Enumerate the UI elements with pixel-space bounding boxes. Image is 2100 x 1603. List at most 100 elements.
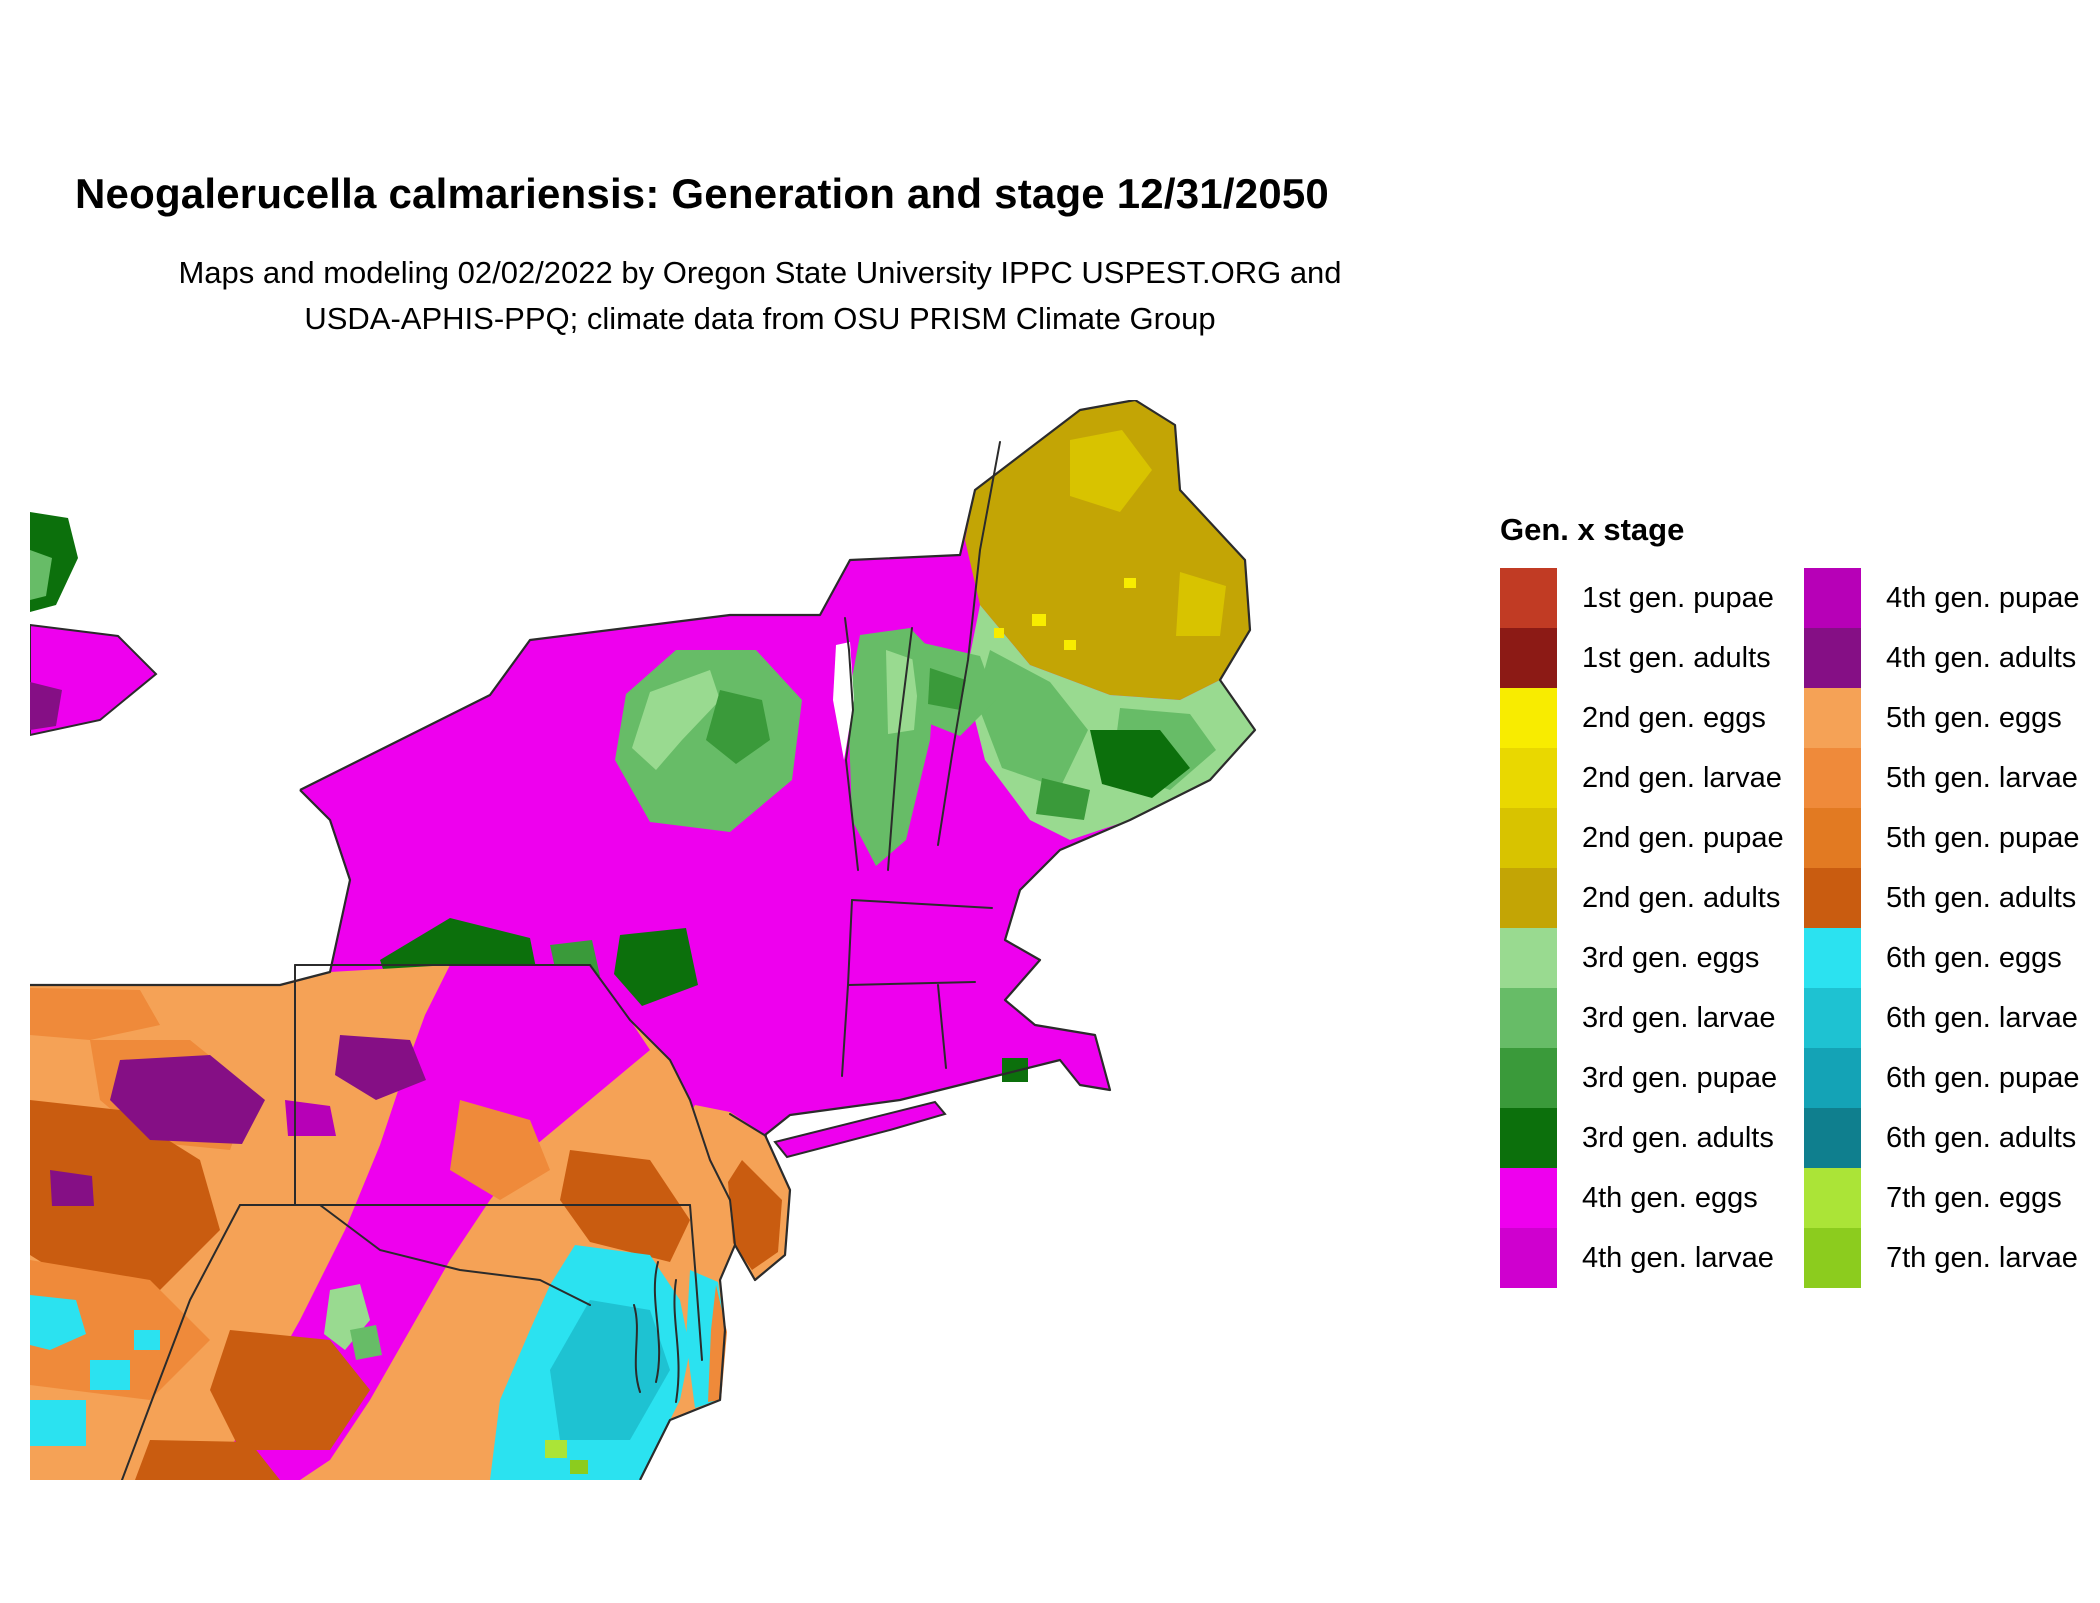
map-region-cyan-speck-1 [30,1295,86,1350]
legend-entry: 3rd gen. pupae [1500,1048,1796,1108]
map-region-purple-ohio [110,1055,265,1144]
legend-entry: 2nd gen. adults [1500,868,1796,928]
map-region-yellow-speck-4 [1124,578,1136,588]
legend-label: 6th gen. eggs [1886,941,2062,974]
map-region-maine-medgreen-1 [976,650,1088,788]
legend-swatch [1804,568,1861,628]
map-region-cyan-speck-4 [134,1330,160,1350]
legend-entry: 7th gen. eggs [1804,1168,2100,1228]
legend: Gen. x stage 1st gen. pupae 1st gen. adul… [1500,512,2100,1288]
legend-entry: 1st gen. pupae [1500,568,1796,628]
border-nh-me [937,441,1001,846]
legend-label: 3rd gen. larvae [1582,1001,1776,1034]
legend-entry: 5th gen. eggs [1804,688,2100,748]
map-region-yellow-speck-3 [994,628,1004,638]
legend-label: 3rd gen. pupae [1582,1061,1778,1094]
map-region-purple-nwpa [335,1035,426,1100]
coastline-outline [30,400,1257,1480]
legend-swatch [1500,928,1557,988]
legend-swatch [1804,868,1861,928]
legend-swatch [1804,1168,1861,1228]
legend-label: 4th gen. eggs [1582,1181,1758,1214]
map-region-maine-olive-light-1 [1070,430,1152,512]
legend-swatch [1804,808,1861,868]
page-title: Neogalerucella calmariensis: Generation … [75,170,1329,217]
map-region-7th-eggs-speck [545,1440,567,1458]
map-region-cyan-speck-2 [90,1360,130,1390]
border-wv-va [121,1204,241,1480]
legend-swatch [1500,1048,1557,1108]
map-region-maine-darkgreen [1090,730,1190,798]
lake-champlain [833,642,854,760]
legend-title: Gen. x stage [1500,512,1685,547]
map-region-ohio-darkorange [30,1100,220,1290]
border-ma-south [847,981,976,986]
map-region-va-green-speck-2 [350,1325,382,1360]
legend-entry: 2nd gen. pupae [1500,808,1796,868]
legend-label: 3rd gen. eggs [1582,941,1760,974]
legend-swatch [1500,988,1557,1048]
legend-entry: 2nd gen. eggs [1500,688,1796,748]
legend-label: 6th gen. pupae [1886,1061,2080,1094]
map-region-sw-darkorange [210,1330,370,1450]
legend-entry: 6th gen. adults [1804,1108,2100,1168]
legend-swatch [1500,1228,1557,1288]
chesapeake-bay-line-3 [633,1304,641,1393]
phenology-map [30,400,1290,1480]
legend-label: 1st gen. adults [1582,641,1771,674]
legend-entry: 7th gen. larvae [1804,1228,2100,1288]
map-subtitle: Maps and modeling 02/02/2022 by Oregon S… [55,250,1465,342]
legend-swatch [1500,808,1557,868]
border-ct-ri [937,984,947,1069]
legend-entry: 3rd gen. larvae [1500,988,1796,1048]
border-potomac [319,1204,591,1306]
legend-label: 2nd gen. larvae [1582,761,1782,794]
legend-label: 6th gen. larvae [1886,1001,2078,1034]
border-ny-ma [847,899,853,986]
map-region-maine-green [1036,778,1090,820]
border-de-md [689,1204,703,1361]
legend-swatch [1500,1168,1557,1228]
legend-label: 2nd gen. adults [1582,881,1781,914]
legend-swatch [1500,628,1557,688]
legend-entry: 4th gen. eggs [1500,1168,1796,1228]
legend-entry: 6th gen. larvae [1804,988,2100,1048]
map-region-nj-darkorange [728,1160,782,1270]
legend-label: 5th gen. larvae [1886,761,2078,794]
legend-swatch [1804,748,1861,808]
legend-entry: 4th gen. larvae [1500,1228,1796,1288]
border-ny-nj [729,1113,767,1137]
map-region-nh-whites-core [928,668,966,710]
legend-label: 5th gen. eggs [1886,701,2062,734]
legend-entry: 5th gen. adults [1804,868,2100,928]
map-region-maine-olive-light-2 [1176,572,1226,636]
legend-label: 3rd gen. adults [1582,1121,1774,1154]
map-region-cyan-speck-3 [30,1400,86,1446]
legend-entry: 4th gen. pupae [1804,568,2100,628]
chesapeake-bay-line-2 [673,1279,680,1403]
legend-label: 1st gen. pupae [1582,581,1774,614]
legend-swatch [1804,988,1861,1048]
legend-entry: 1st gen. adults [1500,628,1796,688]
legend-entry: 3rd gen. eggs [1500,928,1796,988]
legend-label: 5th gen. pupae [1886,821,2080,854]
legend-swatch [1500,688,1557,748]
legend-columns: 1st gen. pupae 1st gen. adults 2nd gen. eg… [1500,568,2100,1288]
legend-swatch [1500,748,1557,808]
legend-entry: 6th gen. pupae [1804,1048,2100,1108]
map-region-maine-lightgreen [965,605,1255,840]
border-ny-ct [841,984,849,1077]
map-region-adirondacks-core [706,690,770,764]
map-region-7th-larvae-speck [570,1460,588,1474]
legend-column-2: 4th gen. pupae 4th gen. adults 5th gen. eg… [1804,568,2100,1288]
legend-swatch [1804,928,1861,988]
map-region-adirondacks-light [632,670,720,770]
legend-swatch [1804,688,1861,748]
legend-swatch [1804,628,1861,688]
map-region-valley-medorange [450,1100,550,1200]
map-region-nw-green [30,550,52,600]
map-subtitle-line-1: Maps and modeling 02/02/2022 by Oregon S… [178,255,1342,290]
legend-label: 4th gen. adults [1886,641,2077,674]
legend-entry: 6th gen. eggs [1804,928,2100,988]
legend-entry: 4th gen. adults [1804,628,2100,688]
